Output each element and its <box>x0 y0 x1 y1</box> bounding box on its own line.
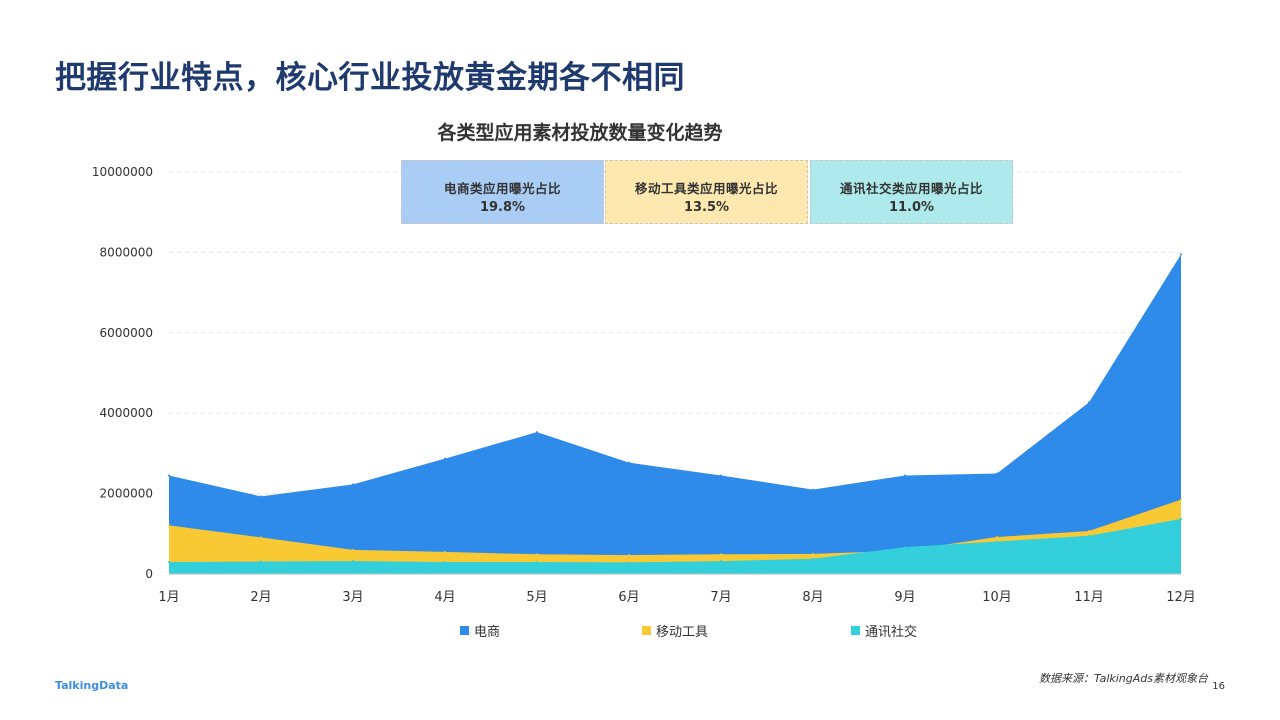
data-point-series-1 <box>536 431 538 434</box>
x-tick-label: 10月 <box>982 590 1012 605</box>
area-series-1 <box>169 254 1181 574</box>
x-tick-label: 1月 <box>158 590 179 605</box>
data-point-series-1 <box>352 483 354 486</box>
ratio-box-social: 通讯社交类应用曝光占比 11.0% <box>810 160 1013 224</box>
data-point-series-3 <box>996 540 998 543</box>
y-tick-label: 10000000 <box>92 165 153 179</box>
data-point-series-2 <box>536 553 538 556</box>
data-point-series-3 <box>1088 534 1090 537</box>
data-point-series-2 <box>1088 529 1090 532</box>
ratio-label-ecommerce: 电商类应用曝光占比 <box>443 181 561 196</box>
data-point-series-1 <box>1180 253 1182 256</box>
page-number: 16 <box>1212 681 1225 692</box>
data-point-series-3 <box>352 560 354 563</box>
page-title: 把握行业特点，核心行业投放黄金期各不相同 <box>55 60 685 96</box>
legend-label-mobile-tools: 移动工具 <box>656 625 709 640</box>
data-point-series-2 <box>444 550 446 553</box>
data-point-series-3 <box>628 561 630 564</box>
y-tick-label: 4000000 <box>100 406 153 420</box>
x-tick-label: 11月 <box>1074 590 1104 605</box>
x-tick-label: 9月 <box>894 590 915 605</box>
y-tick-label: 8000000 <box>100 245 153 259</box>
legend-label-ecommerce: 电商 <box>474 625 501 640</box>
legend-item-ecommerce[interactable]: 电商 <box>460 621 500 640</box>
data-point-series-3 <box>260 560 262 563</box>
data-point-series-2 <box>628 554 630 557</box>
data-point-series-1 <box>720 474 722 477</box>
data-point-series-2 <box>812 552 814 555</box>
data-point-series-2 <box>996 536 998 539</box>
data-point-series-2 <box>352 548 354 551</box>
x-tick-label: 6月 <box>618 590 639 605</box>
legend-swatch-social <box>851 626 860 635</box>
x-tick-label: 4月 <box>434 590 455 605</box>
legend-label-social: 通讯社交 <box>865 625 918 640</box>
ratio-value-mobile-tools: 13.5% <box>683 200 730 215</box>
data-point-series-3 <box>812 557 814 560</box>
legend-swatch-mobile-tools <box>642 626 651 635</box>
data-point-series-1 <box>1088 401 1090 404</box>
data-point-series-3 <box>444 560 446 563</box>
legend-item-mobile-tools[interactable]: 移动工具 <box>642 621 708 640</box>
x-tick-label: 12月 <box>1166 590 1196 605</box>
ratio-value-social: 11.0% <box>888 200 935 215</box>
data-point-series-2 <box>260 536 262 539</box>
x-tick-label: 3月 <box>342 590 363 605</box>
x-tick-label: 5月 <box>526 590 547 605</box>
y-tick-label: 2000000 <box>100 487 153 501</box>
data-point-series-1 <box>168 474 170 477</box>
chart-title: 各类型应用素材投放数量变化趋势 <box>437 122 723 144</box>
x-tick-label: 7月 <box>710 590 731 605</box>
data-point-series-2 <box>168 524 170 527</box>
data-point-series-2 <box>720 553 722 556</box>
data-point-series-1 <box>260 495 262 498</box>
data-point-series-3 <box>720 560 722 563</box>
data-point-series-3 <box>1180 517 1182 520</box>
data-point-series-3 <box>536 560 538 563</box>
ratio-value-ecommerce: 19.8% <box>479 200 526 215</box>
legend-swatch-ecommerce <box>460 626 469 635</box>
data-source-note: 数据来源：TalkingAds素材观象台 <box>1039 672 1208 685</box>
legend-item-social[interactable]: 通讯社交 <box>851 621 917 640</box>
ratio-label-mobile-tools: 移动工具类应用曝光占比 <box>634 181 778 196</box>
y-tick-label: 6000000 <box>100 326 153 340</box>
ratio-label-social: 通讯社交类应用曝光占比 <box>839 181 983 196</box>
area-series-3 <box>169 518 1181 574</box>
data-point-series-1 <box>996 472 998 475</box>
data-point-series-1 <box>812 488 814 491</box>
talkingdata-logo: TalkingData <box>55 679 129 692</box>
data-point-series-3 <box>168 560 170 563</box>
data-point-series-1 <box>628 461 630 464</box>
x-tick-label: 2月 <box>250 590 271 605</box>
data-point-series-2 <box>1180 498 1182 501</box>
data-point-series-1 <box>444 457 446 460</box>
y-tick-label: 0 <box>145 567 153 581</box>
x-tick-label: 8月 <box>802 590 823 605</box>
data-point-series-3 <box>904 546 906 549</box>
data-point-series-1 <box>904 474 906 477</box>
ratio-box-ecommerce: 电商类应用曝光占比 19.8% <box>401 160 604 224</box>
ratio-box-mobile-tools: 移动工具类应用曝光占比 13.5% <box>605 160 808 224</box>
